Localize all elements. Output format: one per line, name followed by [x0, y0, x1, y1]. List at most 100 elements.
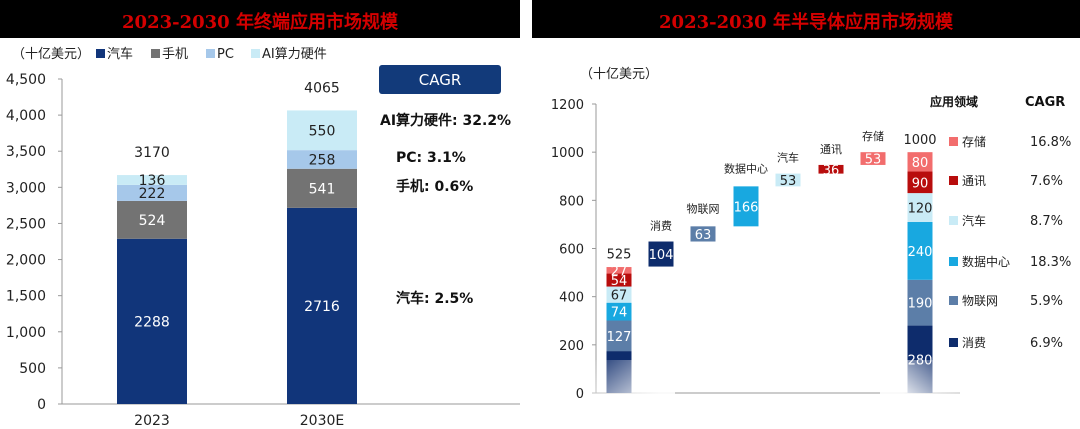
bar-value-label: 258 — [309, 152, 336, 168]
legend-swatch-3 — [251, 49, 260, 58]
bar-value-label: 2716 — [304, 299, 340, 315]
right-y-tick-label: 200 — [559, 339, 584, 354]
legend-label-0: 汽车 — [107, 46, 133, 62]
bar-segment-手机 — [287, 168, 357, 208]
cagr-annotation: PC: 3.1% — [396, 150, 466, 166]
end-segment-数据中心 — [907, 222, 933, 280]
x-tick-label: 2030E — [300, 413, 344, 429]
step-value-label: 166 — [734, 200, 759, 215]
right-legend-cagr: 8.7% — [1030, 214, 1063, 229]
step-value-label: 104 — [649, 248, 674, 263]
bar-segment-PC — [117, 184, 187, 201]
right-legend-cagr: 5.9% — [1030, 294, 1063, 309]
left-chart: （十亿美元） 汽车 手机 PC AI算力硬件 0 500 1,000 1,500 2,000 2,5… — [6, 46, 520, 429]
left-y-tick-label: 3,500 — [6, 144, 46, 160]
right-y-tick-label: 0 — [576, 387, 584, 402]
right-chart: （十亿美元） 0 200 400 600 800 1000 1200 127 74 67542752… — [551, 67, 1071, 402]
bar-total-label: 4065 — [304, 80, 340, 96]
left-y-tick-label: 4,000 — [6, 108, 46, 124]
step-value-label: 53 — [865, 153, 882, 168]
start-value-label: 54 — [611, 274, 628, 289]
step-bar-物联网 — [690, 226, 716, 242]
right-y-tick-label: 1000 — [551, 146, 584, 161]
start-segment-数据中心 — [606, 302, 632, 321]
left-y-tick-label: 1,500 — [6, 289, 46, 305]
cagr-annotation: 汽车: 2.5% — [396, 290, 473, 307]
end-total-label: 1000 — [903, 133, 936, 148]
right-y-tick-label: 600 — [559, 243, 584, 258]
step-category-label: 通讯 — [820, 143, 842, 156]
right-legend-swatch — [949, 176, 958, 185]
start-segment-通讯 — [606, 273, 632, 287]
bar-value-label: 541 — [309, 181, 336, 197]
legend-label-1: 手机 — [162, 47, 188, 62]
right-legend-label: 消费 — [962, 336, 986, 350]
step-bar-数据中心 — [733, 186, 759, 227]
bar-segment-汽车 — [287, 207, 357, 404]
start-total-label: 525 — [607, 248, 632, 263]
cagr-box-label: CAGR — [419, 71, 462, 89]
end-value-label: 90 — [912, 176, 929, 191]
bar-value-label: 2288 — [134, 314, 170, 330]
step-value-label: 36 — [823, 163, 840, 178]
right-legend-cagr: 18.3% — [1030, 255, 1071, 270]
end-value-label: 120 — [908, 202, 933, 217]
bottom-fade-left — [585, 360, 675, 429]
right-legend-label: 数据中心 — [962, 254, 1010, 269]
bar-segment-AI算力硬件 — [287, 110, 357, 151]
left-y-tick-label: 2,000 — [6, 253, 46, 269]
step-category-label: 数据中心 — [724, 161, 768, 175]
bar-value-label: 222 — [139, 186, 166, 202]
right-legend-swatch — [949, 296, 958, 305]
end-segment-物联网 — [907, 279, 933, 326]
right-legend-label: 存储 — [962, 134, 986, 149]
left-y-tick-label: 0 — [37, 397, 46, 413]
bottom-fade-right — [880, 360, 960, 429]
start-value-label: 27 — [611, 264, 628, 279]
right-unit-label: （十亿美元） — [580, 67, 658, 82]
right-chart-title: 2023-2030 年半导体应用市场规模 — [659, 12, 953, 33]
start-segment-汽车 — [606, 286, 632, 303]
end-value-label: 240 — [908, 245, 933, 260]
step-value-label: 53 — [780, 174, 797, 189]
step-bar-消费 — [648, 241, 674, 267]
step-value-label: 63 — [695, 228, 712, 243]
step-category-label: 存储 — [862, 129, 884, 143]
bar-value-label: 550 — [309, 123, 336, 139]
right-legend-swatch — [949, 216, 958, 225]
cagr-header: CAGR — [1025, 95, 1065, 110]
start-segment-存储 — [606, 267, 632, 274]
right-legend-label: 通讯 — [962, 174, 986, 188]
bar-segment-汽车 — [117, 238, 187, 404]
legend-swatch-0 — [96, 49, 105, 58]
right-title-banner: 2023-2030 年半导体应用市场规模 — [532, 0, 1080, 38]
left-title-banner: 2023-2030 年终端应用市场规模 — [0, 0, 520, 38]
right-legend-swatch — [949, 257, 958, 266]
end-segment-通讯 — [907, 171, 933, 194]
bar-segment-PC — [287, 150, 357, 169]
cagr-box — [379, 65, 501, 94]
start-value-label: 74 — [611, 306, 628, 321]
x-tick-label: 2023 — [134, 413, 170, 429]
right-legend-label: 汽车 — [962, 213, 986, 228]
right-y-tick-label: 400 — [559, 291, 584, 306]
step-bar-通讯 — [818, 164, 844, 174]
right-legend-label: 物联网 — [962, 294, 998, 308]
legend-swatch-2 — [206, 49, 215, 58]
bar-segment-手机 — [117, 200, 187, 239]
legend-swatch-1 — [151, 49, 160, 58]
step-bar-汽车 — [775, 173, 801, 187]
right-legend-swatch — [949, 338, 958, 347]
left-y-tick-label: 3,000 — [6, 180, 46, 196]
left-y-tick-label: 2,500 — [6, 216, 46, 232]
start-value-label: 127 — [607, 330, 632, 345]
legend-label-3: AI算力硬件 — [262, 47, 327, 62]
bar-total-label: 3170 — [134, 145, 170, 161]
left-unit-label: （十亿美元） — [12, 47, 90, 62]
start-segment-物联网 — [606, 320, 632, 352]
end-value-label: 80 — [912, 156, 929, 171]
cagr-annotation: 手机: 0.6% — [396, 178, 473, 195]
right-y-tick-label: 800 — [559, 194, 584, 209]
left-chart-title: 2023-2030 年终端应用市场规模 — [122, 12, 398, 33]
